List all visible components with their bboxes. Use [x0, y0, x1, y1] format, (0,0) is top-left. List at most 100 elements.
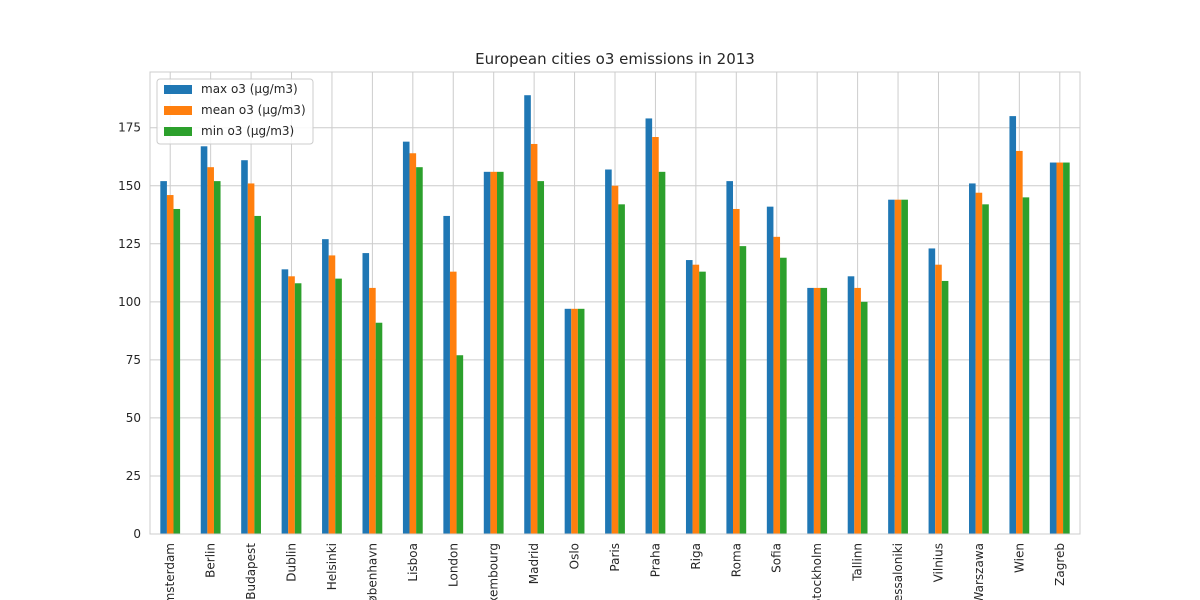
- bar: [847, 276, 855, 534]
- bar: [928, 248, 936, 535]
- bar: [1056, 162, 1064, 534]
- bar: [564, 308, 572, 534]
- x-tick-label: Dublin: [285, 543, 299, 582]
- bar: [894, 199, 902, 534]
- bar: [733, 208, 740, 535]
- bar: [207, 167, 214, 535]
- bar: [449, 271, 457, 534]
- bar: [254, 215, 261, 534]
- y-tick-label: 175: [118, 121, 141, 135]
- bar: [692, 264, 700, 534]
- bar: [773, 236, 781, 534]
- bar: [524, 95, 531, 535]
- bar: [241, 160, 248, 534]
- bar: [820, 287, 828, 534]
- x-tick-label: Tallinn: [851, 543, 865, 582]
- x-tick-label: London: [446, 543, 460, 587]
- bar: [766, 206, 774, 534]
- bar: [322, 239, 329, 535]
- x-axis: Amsterdam Berlin Budapest Dublin Helsinki Køb…: [163, 543, 1067, 600]
- bar: [975, 192, 983, 534]
- bar: [213, 181, 221, 534]
- bar: [577, 308, 585, 534]
- x-tick-label: Madrid: [527, 543, 541, 584]
- bar: [739, 246, 747, 534]
- legend-label: min o3 (µg/m3): [201, 124, 294, 138]
- bar: [247, 183, 255, 534]
- bar: [685, 260, 693, 534]
- bar: [294, 283, 302, 534]
- bar: [813, 287, 821, 534]
- bar: [443, 215, 450, 534]
- bar: [780, 257, 787, 534]
- x-tick-label: Oslo: [568, 543, 582, 569]
- bar: [618, 204, 625, 534]
- bar: [1009, 116, 1017, 535]
- bar: [807, 287, 814, 534]
- bar: [969, 183, 976, 534]
- x-tick-label: Thessaloniki: [891, 543, 905, 600]
- bar: [901, 199, 908, 534]
- bar: [281, 269, 289, 534]
- x-tick-label: Zagreb: [1053, 543, 1067, 586]
- bar: [483, 171, 491, 534]
- bar: [369, 287, 376, 534]
- bar: [362, 253, 370, 534]
- x-tick-label: Praha: [648, 543, 662, 577]
- bar: [658, 171, 666, 534]
- legend-swatch: [164, 127, 192, 136]
- y-tick-label: 0: [133, 527, 141, 541]
- bar: [726, 181, 734, 534]
- bar: [571, 308, 578, 534]
- x-tick-label: Sofia: [770, 543, 784, 573]
- bar: [860, 301, 868, 534]
- y-tick-label: 100: [118, 295, 141, 309]
- x-tick-label: Amsterdam: [163, 543, 177, 600]
- bar: [699, 271, 706, 534]
- bar: [160, 181, 167, 534]
- bar: [611, 185, 619, 534]
- bar: [530, 143, 538, 534]
- bar: [935, 264, 942, 534]
- x-tick-label: Luxembourg: [487, 543, 501, 600]
- bar: [645, 118, 653, 534]
- y-tick-label: 125: [118, 237, 141, 251]
- bar: [375, 322, 383, 534]
- x-tick-label: Wien: [1012, 543, 1026, 573]
- x-tick-label: Vilnius: [931, 543, 945, 582]
- bar: [982, 204, 989, 534]
- bar: [854, 287, 861, 534]
- legend-swatch: [164, 106, 192, 115]
- bar: [1016, 150, 1023, 534]
- x-tick-label: Stockholm: [810, 543, 824, 600]
- plot-frame: [149, 71, 1081, 535]
- bar: [941, 280, 949, 534]
- legend-label: mean o3 (µg/m3): [201, 103, 306, 117]
- bar: [416, 167, 423, 535]
- bar: [335, 278, 342, 534]
- bar: [402, 141, 410, 534]
- legend-label: max o3 (µg/m3): [201, 82, 298, 96]
- y-tick-label: 150: [118, 179, 141, 193]
- bar: [888, 199, 895, 534]
- bar: [1049, 162, 1057, 534]
- x-tick-label: Lisboa: [406, 543, 420, 582]
- x-tick-label: Berlin: [204, 543, 218, 578]
- bar: [1063, 162, 1070, 534]
- x-tick-label: Budapest: [244, 543, 258, 600]
- bar: [490, 171, 497, 534]
- y-tick-label: 50: [126, 411, 141, 425]
- bar: [328, 255, 336, 534]
- chart-title: European cities o3 emissions in 2013: [475, 50, 755, 68]
- x-tick-label: Warszawa: [972, 543, 986, 600]
- bar: [496, 171, 504, 534]
- legend-swatch: [164, 85, 192, 94]
- x-tick-label: Paris: [608, 543, 622, 572]
- y-tick-label: 25: [126, 469, 141, 483]
- y-axis: 0 25 50 75 100 125 150 175: [118, 121, 141, 541]
- bar: [605, 169, 612, 534]
- x-tick-label: Helsinki: [325, 543, 339, 590]
- x-tick-label: København: [365, 543, 379, 600]
- x-tick-label: Roma: [729, 543, 743, 577]
